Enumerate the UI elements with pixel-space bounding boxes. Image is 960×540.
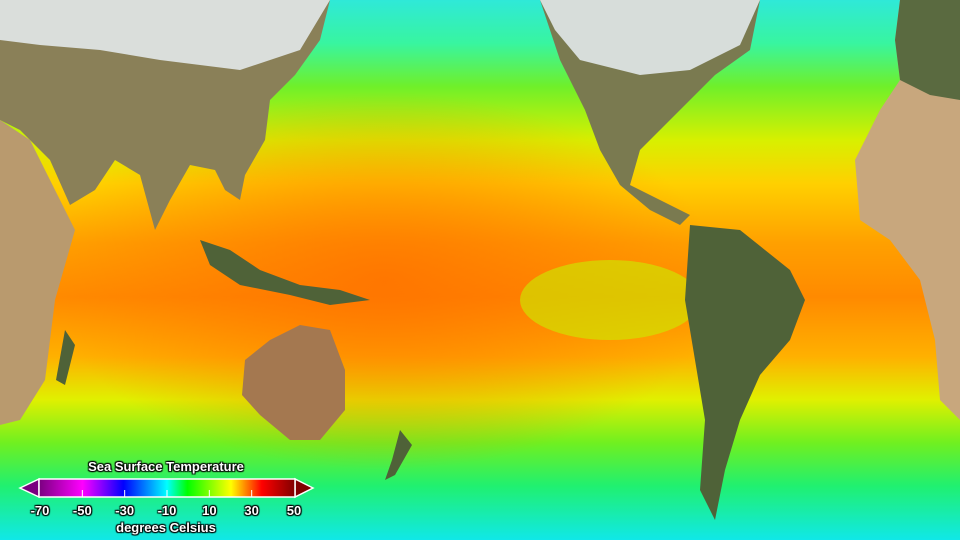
snow-siberia [0, 0, 330, 70]
colorbar-tick-label: 50 [286, 503, 302, 518]
snow-canada [540, 0, 760, 75]
cold-tongue-east-pacific [520, 260, 700, 340]
land-madagascar [56, 330, 75, 385]
land-indonesia [200, 240, 370, 305]
land-australia [242, 325, 345, 440]
land-south-america [685, 225, 805, 520]
colorbar-tick-label: -50 [72, 503, 92, 518]
land-europe-africa [855, 0, 960, 420]
land-europe-forest [895, 0, 960, 100]
legend-title: Sea Surface Temperature [88, 459, 244, 474]
colorbar-tick-label: -70 [30, 503, 50, 518]
colorbar-tick-label: -30 [115, 503, 135, 518]
land-africa-west [0, 120, 75, 425]
colorbar-tick-label: 10 [202, 503, 217, 518]
colorbar-tick-label: 30 [244, 503, 259, 518]
land-new-zealand [385, 430, 412, 480]
colorbar [18, 477, 315, 499]
legend-unit: degrees Celsius [116, 520, 216, 535]
colorbar-tick-label: -10 [157, 503, 177, 518]
